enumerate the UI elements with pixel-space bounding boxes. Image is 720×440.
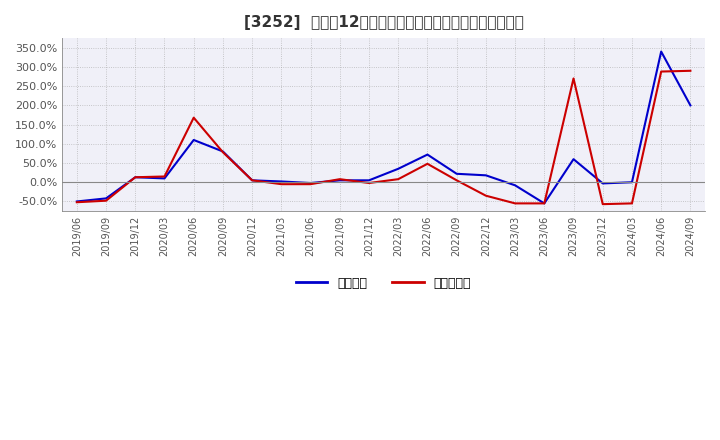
経常利益: [365, 178, 374, 183]
経常利益: [219, 149, 228, 154]
経常利益: [686, 103, 695, 108]
経常利益: [394, 166, 402, 172]
Line: 当期純利益: 当期純利益: [77, 71, 690, 204]
経常利益: [452, 171, 461, 176]
経常利益: [160, 176, 168, 181]
経常利益: [131, 175, 140, 180]
当期純利益: [277, 182, 286, 187]
経常利益: [423, 152, 432, 157]
当期純利益: [482, 193, 490, 198]
当期純利益: [336, 176, 344, 182]
当期純利益: [628, 201, 636, 206]
経常利益: [73, 199, 81, 204]
当期純利益: [423, 161, 432, 166]
当期純利益: [570, 76, 578, 81]
経常利益: [628, 180, 636, 185]
Line: 経常利益: 経常利益: [77, 51, 690, 203]
Title: [3252]  利益の12か月移動合計の対前年同期増減率の推移: [3252] 利益の12か月移動合計の対前年同期増減率の推移: [243, 15, 523, 30]
Legend: 経常利益, 当期純利益: 経常利益, 当期純利益: [291, 272, 476, 295]
当期純利益: [598, 202, 607, 207]
当期純利益: [686, 68, 695, 73]
経常利益: [189, 137, 198, 143]
当期純利益: [510, 201, 519, 206]
当期純利益: [452, 178, 461, 183]
経常利益: [277, 179, 286, 184]
当期純利益: [131, 175, 140, 180]
当期純利益: [365, 180, 374, 186]
経常利益: [598, 181, 607, 186]
当期純利益: [189, 115, 198, 120]
当期純利益: [540, 201, 549, 206]
当期純利益: [160, 174, 168, 179]
当期純利益: [102, 198, 110, 203]
経常利益: [248, 178, 256, 183]
経常利益: [102, 196, 110, 201]
経常利益: [306, 180, 315, 186]
経常利益: [570, 157, 578, 162]
当期純利益: [306, 182, 315, 187]
経常利益: [510, 183, 519, 188]
経常利益: [657, 49, 665, 54]
経常利益: [540, 201, 549, 206]
当期純利益: [394, 176, 402, 182]
当期純利益: [73, 200, 81, 205]
経常利益: [482, 172, 490, 178]
当期純利益: [219, 150, 228, 155]
経常利益: [336, 178, 344, 183]
当期純利益: [248, 178, 256, 183]
当期純利益: [657, 69, 665, 74]
